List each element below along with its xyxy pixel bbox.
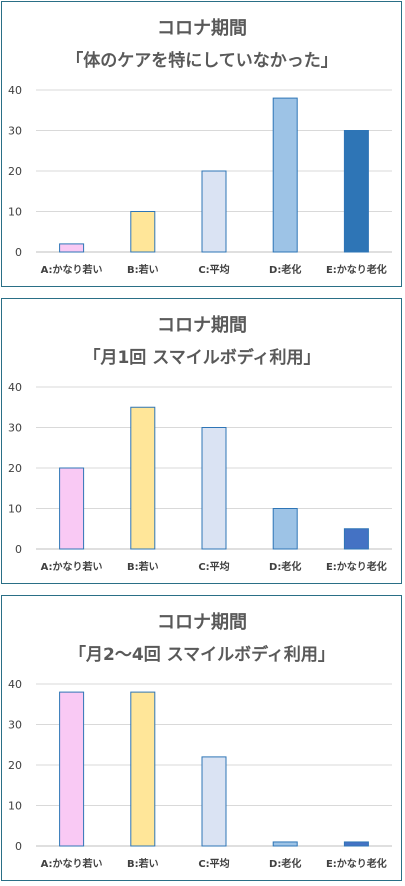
y-tick-label: 10: [8, 800, 22, 813]
bar: [201, 427, 227, 550]
chart-3: コロナ期間 「月2〜4回 スマイルボディ利用」 0 10 20 30 40 A:かなり若い…: [8, 612, 392, 870]
chart-3-subtitle: 「月2〜4回 スマイルボディ利用」: [69, 644, 335, 665]
category-label: D:老化: [269, 560, 301, 573]
category-label: B:若い: [127, 857, 159, 870]
category-label: D:老化: [269, 263, 301, 276]
bar: [201, 170, 227, 253]
y-tick-label: 40: [8, 678, 22, 691]
chart-2-subtitle: 「月1回 スマイルボディ利用」: [83, 347, 320, 368]
category-label: A:かなり若い: [41, 857, 103, 870]
y-tick-label: 30: [8, 125, 22, 138]
bar: [59, 691, 85, 847]
category-label: B:若い: [127, 263, 159, 276]
y-tick-label: 20: [8, 462, 22, 475]
bar: [272, 508, 298, 550]
bar: [201, 756, 227, 847]
bar: [343, 130, 369, 253]
category-label: C:平均: [198, 263, 229, 276]
chart-3-title: コロナ期間: [157, 612, 247, 633]
y-tick-label: 0: [15, 543, 22, 556]
category-label: B:若い: [127, 560, 159, 573]
category-label: E:かなり老化: [326, 560, 387, 573]
y-tick-label: 40: [8, 381, 22, 394]
bar: [59, 243, 85, 253]
bar: [130, 211, 156, 253]
chart-2-plot: 0 10 20 30 40 A:かなり若い B:若い C:平均 D:老化 E:かなり老化: [8, 381, 392, 573]
bar: [272, 97, 298, 253]
bar: [343, 528, 369, 550]
chart-panel-2: コロナ期間 「月1回 スマイルボディ利用」 0 10 20 30 40 A:かなり若い B:…: [1, 298, 402, 584]
chart-panel-1: コロナ期間 「体のケアを特にしていなかった」 0 10 20 30 40 A:かなり若い B…: [1, 1, 402, 287]
y-tick-label: 10: [8, 503, 22, 516]
y-tick-label: 30: [8, 422, 22, 435]
category-label: D:老化: [269, 857, 301, 870]
chart-1: コロナ期間 「体のケアを特にしていなかった」 0 10 20 30 40 A:かなり若い B…: [8, 18, 392, 276]
y-tick-label: 0: [15, 246, 22, 259]
category-label: E:かなり老化: [326, 857, 387, 870]
chart-1-title: コロナ期間: [157, 18, 247, 39]
chart-panel-3: コロナ期間 「月2〜4回 スマイルボディ利用」 0 10 20 30 40 A:かなり若い…: [1, 595, 402, 881]
chart-1-subtitle: 「体のケアを特にしていなかった」: [66, 50, 338, 71]
bar: [130, 691, 156, 847]
category-label: C:平均: [198, 560, 229, 573]
y-tick-label: 40: [8, 84, 22, 97]
bar: [343, 841, 369, 847]
category-label: C:平均: [198, 857, 229, 870]
chart-2: コロナ期間 「月1回 スマイルボディ利用」 0 10 20 30 40 A:かなり若い B:…: [8, 315, 392, 573]
category-label: A:かなり若い: [41, 560, 103, 573]
chart-3-plot: 0 10 20 30 40 A:かなり若い B:若い C:平均 D:老化 E:かなり老化: [8, 678, 392, 870]
y-tick-label: 10: [8, 206, 22, 219]
category-label: E:かなり老化: [326, 263, 387, 276]
category-label: A:かなり若い: [41, 263, 103, 276]
bar: [59, 467, 85, 550]
bar: [272, 841, 298, 847]
chart-1-plot: 0 10 20 30 40 A:かなり若い B:若い C:平均 D:老化 E:かなり老化: [8, 84, 392, 276]
chart-2-title: コロナ期間: [157, 315, 247, 336]
bar: [130, 406, 156, 550]
y-tick-label: 20: [8, 759, 22, 772]
y-tick-label: 0: [15, 840, 22, 853]
y-tick-label: 20: [8, 165, 22, 178]
y-tick-label: 30: [8, 719, 22, 732]
